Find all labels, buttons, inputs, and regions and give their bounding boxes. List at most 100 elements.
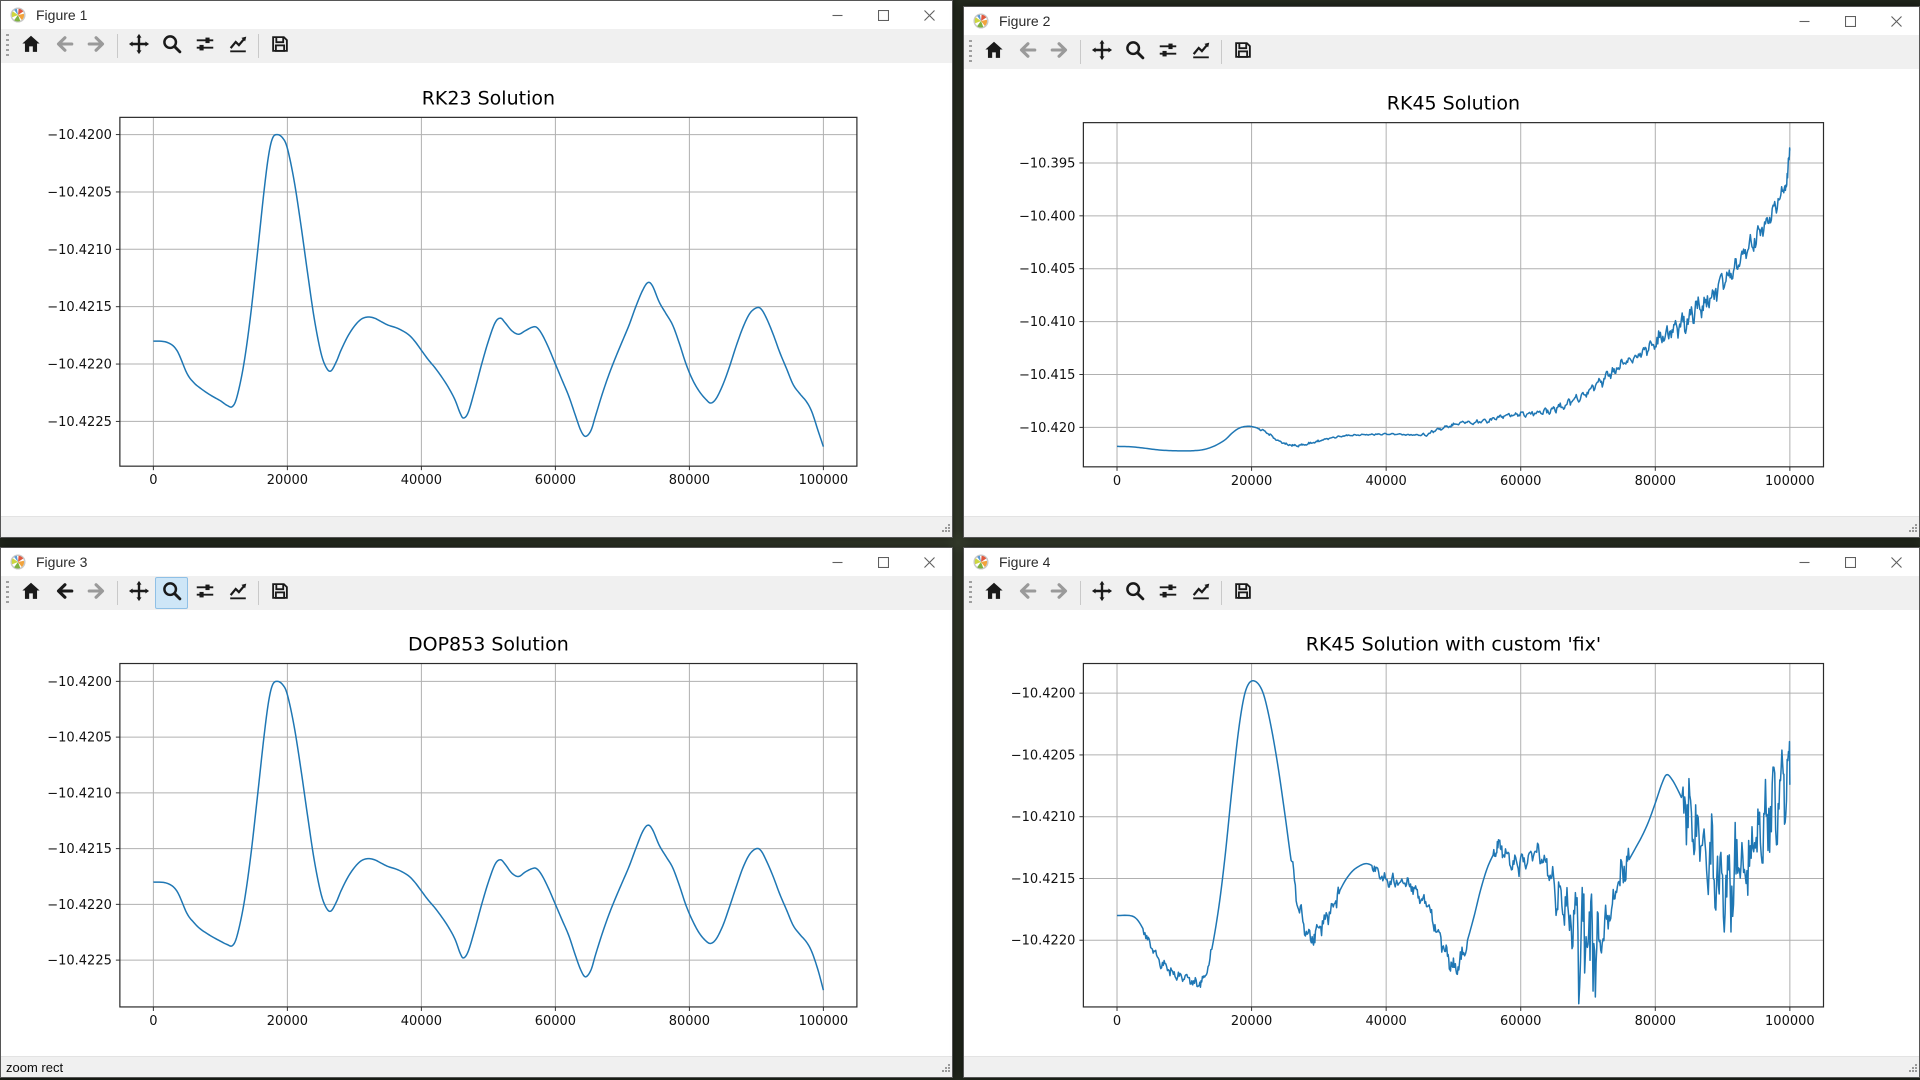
resize-grip[interactable] — [1908, 520, 1917, 535]
close-button[interactable] — [906, 1, 952, 29]
svg-text:60000: 60000 — [535, 473, 576, 488]
back-button[interactable] — [47, 577, 80, 609]
toolbar-drag-handle[interactable] — [969, 40, 972, 64]
forward-button[interactable] — [1043, 36, 1076, 68]
chart-canvas[interactable]: 0 20000 40000 60000 80000 100000 −10.395 −10.40… — [964, 69, 1919, 516]
svg-text:−10.4225: −10.4225 — [47, 415, 112, 430]
save-button[interactable] — [1226, 577, 1259, 609]
home-button[interactable] — [977, 577, 1010, 609]
navigation-toolbar — [964, 576, 1919, 610]
back-button[interactable] — [1010, 577, 1043, 609]
save-button[interactable] — [263, 30, 296, 62]
svg-text:60000: 60000 — [535, 1014, 576, 1029]
window-titlebar[interactable]: Figure 3 — [1, 548, 952, 576]
home-icon — [20, 33, 42, 60]
customize-button[interactable] — [1184, 577, 1217, 609]
status-bar: zoom rect — [1, 1056, 952, 1077]
home-button[interactable] — [977, 36, 1010, 68]
close-button[interactable] — [1873, 548, 1919, 576]
toolbar-drag-handle[interactable] — [6, 581, 9, 605]
status-bar — [1, 516, 952, 537]
toolbar-separator — [117, 581, 118, 605]
zoom-button[interactable] — [155, 577, 188, 609]
toolbar-drag-handle[interactable] — [6, 34, 9, 58]
chart-canvas[interactable]: 0 20000 40000 60000 80000 100000 −10.4200 −10.4… — [1, 63, 952, 516]
home-button[interactable] — [14, 30, 47, 62]
maximize-button[interactable] — [860, 1, 906, 29]
figure-canvas[interactable]: 0 20000 40000 60000 80000 100000 −10.4200 −10.4… — [1, 63, 952, 516]
svg-text:80000: 80000 — [669, 1014, 710, 1029]
navigation-toolbar — [1, 576, 952, 610]
window-titlebar[interactable]: Figure 4 — [964, 548, 1919, 576]
pan-move-icon — [1091, 580, 1113, 607]
back-button[interactable] — [47, 30, 80, 62]
forward-arrow-icon — [86, 33, 108, 60]
svg-text:−10.4210: −10.4210 — [1011, 810, 1076, 825]
svg-text:−10.4200: −10.4200 — [47, 128, 112, 143]
zoom-button[interactable] — [1118, 577, 1151, 609]
pan-button[interactable] — [122, 577, 155, 609]
save-button[interactable] — [263, 577, 296, 609]
pan-button[interactable] — [1085, 36, 1118, 68]
svg-text:−10.4215: −10.4215 — [47, 300, 112, 315]
resize-grip[interactable] — [1908, 1060, 1917, 1075]
window-title: Figure 3 — [36, 554, 88, 570]
figure-canvas[interactable]: 0 20000 40000 60000 80000 100000 −10.395 −10.40… — [964, 69, 1919, 516]
customize-button[interactable] — [1184, 36, 1217, 68]
pan-button[interactable] — [122, 30, 155, 62]
minimize-button[interactable] — [1781, 7, 1827, 35]
line-chart-icon — [227, 580, 249, 607]
svg-text:40000: 40000 — [401, 1014, 442, 1029]
svg-text:60000: 60000 — [1500, 474, 1541, 489]
close-button[interactable] — [906, 548, 952, 576]
toolbar-drag-handle[interactable] — [969, 581, 972, 605]
close-button[interactable] — [1873, 7, 1919, 35]
resize-grip[interactable] — [941, 1060, 950, 1075]
back-arrow-icon — [1016, 580, 1038, 607]
pan-move-icon — [128, 33, 150, 60]
chart-canvas[interactable]: 0 20000 40000 60000 80000 100000 −10.4200 −10.4… — [964, 610, 1919, 1056]
zoom-button[interactable] — [155, 30, 188, 62]
svg-text:60000: 60000 — [1500, 1014, 1541, 1029]
minimize-button[interactable] — [814, 548, 860, 576]
floppy-disk-icon — [269, 580, 291, 607]
sliders-icon — [194, 33, 216, 60]
toolbar-separator — [258, 581, 259, 605]
minimize-button[interactable] — [814, 1, 860, 29]
resize-grip[interactable] — [941, 520, 950, 535]
minimize-button[interactable] — [1781, 548, 1827, 576]
toolbar-separator — [1080, 581, 1081, 605]
svg-text:−10.4215: −10.4215 — [47, 842, 112, 857]
window-titlebar[interactable]: Figure 2 — [964, 7, 1919, 35]
customize-button[interactable] — [221, 577, 254, 609]
svg-text:20000: 20000 — [1231, 1014, 1272, 1029]
subplots-button[interactable] — [188, 30, 221, 62]
maximize-button[interactable] — [860, 548, 906, 576]
svg-text:DOP853 Solution: DOP853 Solution — [408, 634, 569, 656]
home-button[interactable] — [14, 577, 47, 609]
figure-canvas[interactable]: 0 20000 40000 60000 80000 100000 −10.4200 −10.4… — [1, 610, 952, 1056]
subplots-button[interactable] — [1151, 36, 1184, 68]
maximize-button[interactable] — [1827, 548, 1873, 576]
save-button[interactable] — [1226, 36, 1259, 68]
window-titlebar[interactable]: Figure 1 — [1, 1, 952, 29]
figure-canvas[interactable]: 0 20000 40000 60000 80000 100000 −10.4200 −10.4… — [964, 610, 1919, 1056]
status-message: zoom rect — [6, 1059, 64, 1075]
chart-canvas[interactable]: 0 20000 40000 60000 80000 100000 −10.4200 −10.4… — [1, 610, 952, 1056]
pan-button[interactable] — [1085, 577, 1118, 609]
forward-button[interactable] — [80, 577, 113, 609]
svg-text:100000: 100000 — [799, 1014, 849, 1029]
window-title: Figure 2 — [999, 13, 1051, 29]
subplots-button[interactable] — [1151, 577, 1184, 609]
navigation-toolbar — [1, 29, 952, 63]
back-arrow-icon — [1016, 39, 1038, 66]
svg-text:−10.4210: −10.4210 — [47, 243, 112, 258]
maximize-button[interactable] — [1827, 7, 1873, 35]
customize-button[interactable] — [221, 30, 254, 62]
zoom-button[interactable] — [1118, 36, 1151, 68]
forward-button[interactable] — [80, 30, 113, 62]
forward-button[interactable] — [1043, 577, 1076, 609]
back-button[interactable] — [1010, 36, 1043, 68]
svg-text:−10.4205: −10.4205 — [47, 731, 112, 746]
subplots-button[interactable] — [188, 577, 221, 609]
